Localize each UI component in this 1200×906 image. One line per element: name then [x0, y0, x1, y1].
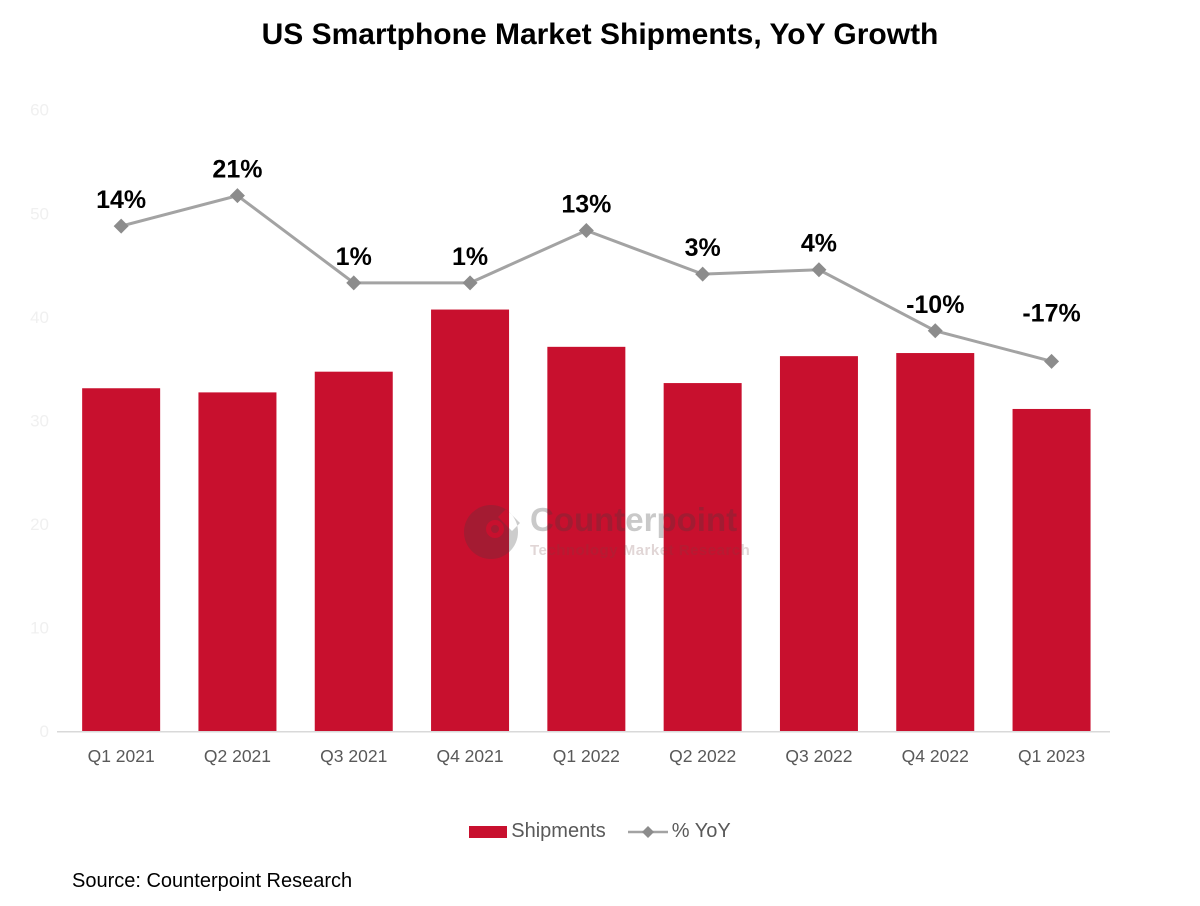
x-axis-label: Q1 2023 [1018, 746, 1085, 766]
x-axis-label: Q2 2022 [669, 746, 736, 766]
x-axis-label: Q4 2022 [902, 746, 969, 766]
yoy-data-label: 21% [212, 156, 262, 184]
bar-q3-2021 [314, 371, 393, 731]
yoy-marker-q2-2022 [695, 266, 711, 282]
x-axis-label: Q2 2021 [204, 746, 271, 766]
x-axis-label: Q4 2021 [436, 746, 503, 766]
x-axis-label: Q3 2021 [320, 746, 387, 766]
shipments-swatch-icon [469, 825, 508, 838]
y-axis-tick-label: 50 [30, 204, 49, 223]
bar-q3-2022 [779, 356, 858, 731]
yoy-data-label: 13% [561, 190, 611, 218]
bar-q1-2021 [82, 388, 161, 731]
bar-q2-2022 [663, 383, 742, 731]
legend-item-shipments: Shipments [469, 820, 606, 843]
y-axis-tick-label: 0 [40, 722, 49, 741]
yoy-marker-q4-2022 [927, 323, 943, 339]
yoy-marker-q3-2021 [346, 275, 362, 291]
yoy-marker-q1-2021 [113, 218, 129, 234]
bar-q4-2021 [431, 309, 510, 731]
bar-q4-2022 [896, 353, 975, 731]
yoy-marker-q1-2022 [578, 222, 594, 238]
bar-q2-2021 [198, 392, 277, 731]
y-axis-tick-label: 30 [30, 411, 49, 430]
x-axis-label: Q1 2022 [553, 746, 620, 766]
yoy-data-label: 1% [336, 243, 372, 271]
y-axis-tick-label: 40 [30, 308, 49, 327]
y-axis-tick-label: 60 [30, 101, 49, 120]
chart-title: US Smartphone Market Shipments, YoY Grow… [261, 18, 939, 51]
x-axis-label: Q3 2022 [785, 746, 852, 766]
y-axis-tick-label: 20 [30, 515, 49, 534]
bar-q1-2022 [547, 346, 626, 731]
legend-label-yoy: % YoY [671, 820, 731, 842]
bar-q1-2023 [1012, 408, 1091, 731]
chart-legend: Shipments % YoY [0, 820, 1200, 843]
yoy-data-label: 4% [801, 230, 837, 258]
yoy-line [120, 193, 1052, 363]
chart-canvas: 0 10 20 30 40 50 60 Q1 2021 Q2 2021 Q3 2021 Q4 202… [30, 101, 1110, 766]
yoy-marker-q3-2022 [811, 262, 827, 278]
legend-label-shipments: Shipments [511, 820, 606, 842]
source-note: Source: Counterpoint Research [72, 870, 353, 892]
yoy-data-label: -17% [1022, 299, 1080, 327]
yoy-data-label: -10% [906, 291, 964, 319]
yoy-marker-q1-2023 [1044, 353, 1060, 369]
legend-item-yoy: % YoY [627, 820, 731, 843]
yoy-line-marker-icon [627, 825, 668, 838]
yoy-marker-q2-2021 [229, 188, 245, 204]
yoy-data-label: 3% [685, 234, 721, 262]
yoy-data-label: 14% [96, 186, 146, 214]
yoy-data-label: 1% [452, 243, 488, 271]
yoy-marker-q4-2021 [462, 275, 478, 291]
y-axis-tick-label: 10 [30, 618, 49, 637]
x-axis-label: Q1 2021 [88, 746, 155, 766]
